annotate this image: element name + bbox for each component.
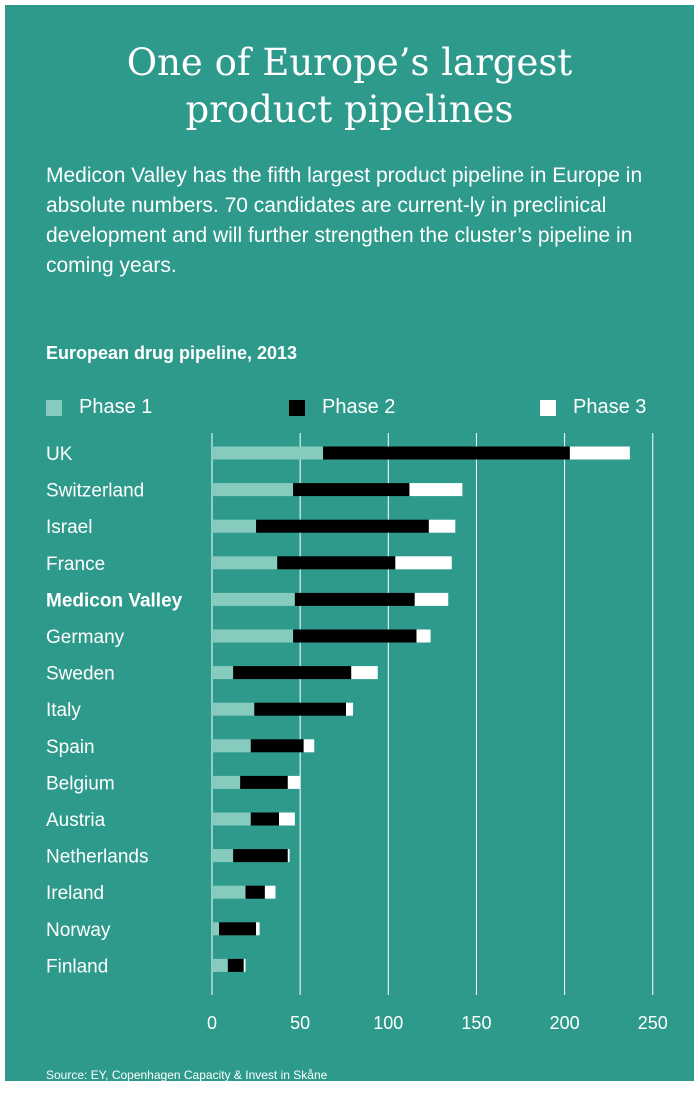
bar-phase-1	[212, 958, 228, 972]
bar-phase-2	[240, 775, 288, 789]
bar-phase-1	[212, 483, 294, 497]
x-tick-label: 50	[290, 1013, 310, 1033]
x-tick-label: 150	[461, 1013, 491, 1033]
category-label: Italy	[46, 700, 81, 721]
bar-phase-3	[351, 666, 378, 680]
legend-swatch-phase-1	[46, 400, 62, 416]
bar-phase-1	[212, 885, 246, 899]
bar-phase-2	[219, 922, 257, 936]
category-label: Sweden	[46, 664, 115, 685]
bar-phase-2	[254, 702, 346, 716]
bar-chart: UK Switzerland Israel France Medicon Valley G…	[46, 433, 668, 1033]
bar-phase-2	[233, 849, 288, 863]
category-label: UK	[46, 444, 73, 465]
bar-phase-1	[212, 556, 278, 570]
bar-phase-3	[278, 812, 295, 826]
bar-phase-3	[395, 556, 452, 570]
bar-phase-3	[287, 849, 290, 863]
bar-phase-1	[212, 592, 295, 606]
bar-phase-2	[250, 812, 279, 826]
title-line-2: product pipelines	[185, 88, 514, 131]
category-label: Finland	[46, 956, 108, 977]
category-label: Medicon Valley	[46, 590, 183, 611]
x-tick-label: 0	[207, 1013, 217, 1033]
bar-phase-1	[212, 922, 220, 936]
bar-phase-3	[569, 446, 630, 460]
infographic-panel: One of Europe’s largest product pipeline…	[5, 5, 694, 1082]
category-label: Belgium	[46, 773, 115, 794]
bar-phase-1	[212, 446, 324, 460]
bar-phase-3	[428, 519, 456, 533]
category-label: Switzerland	[46, 481, 144, 502]
bar-phase-2	[250, 739, 304, 753]
category-label: Israel	[46, 517, 92, 538]
category-label: Norway	[46, 920, 111, 941]
bar-phase-3	[409, 483, 463, 497]
bar-phase-1	[212, 629, 294, 643]
bar-phase-2	[233, 666, 352, 680]
bar-phase-3	[345, 702, 354, 716]
bar-phase-3	[416, 629, 431, 643]
legend-swatch-phase-2	[289, 400, 305, 416]
bar-phase-2	[323, 446, 570, 460]
bar-phase-3	[414, 592, 449, 606]
category-label: Netherlands	[46, 847, 148, 868]
bar-phase-3	[287, 775, 301, 789]
legend-label-phase-2: Phase 2	[322, 396, 396, 418]
x-tick-label: 200	[550, 1013, 580, 1033]
bar-phase-1	[212, 739, 251, 753]
legend-label-phase-1: Phase 1	[79, 396, 153, 418]
bar-phase-1	[212, 775, 241, 789]
bar-phase-2	[227, 958, 244, 972]
bar-phase-1	[212, 666, 234, 680]
category-label: Ireland	[46, 883, 104, 904]
category-label: Spain	[46, 737, 95, 758]
x-tick-label: 250	[638, 1013, 668, 1033]
bar-phase-2	[256, 519, 429, 533]
chart-title: European drug pipeline, 2013	[46, 343, 298, 363]
title-line-1: One of Europe’s largest	[126, 41, 573, 84]
bar-phase-2	[277, 556, 396, 570]
bar-phase-1	[212, 702, 255, 716]
page-title: One of Europe’s largest product pipeline…	[5, 39, 694, 133]
bar-phase-3	[303, 739, 315, 753]
bar-phase-1	[212, 812, 251, 826]
bar-phase-2	[245, 885, 265, 899]
bar-phase-3	[256, 922, 260, 936]
category-label: France	[46, 554, 105, 575]
category-label: Austria	[46, 810, 106, 831]
category-label: Germany	[46, 627, 125, 648]
x-tick-label: 100	[373, 1013, 403, 1033]
legend-label-phase-3: Phase 3	[573, 396, 647, 418]
bar-phase-3	[264, 885, 276, 899]
bar-phase-2	[293, 483, 410, 497]
source-note: Source: EY, Copenhagen Capacity & Invest…	[46, 1068, 328, 1082]
bar-phase-3	[243, 958, 246, 972]
bar-phase-1	[212, 849, 234, 863]
bar-phase-1	[212, 519, 257, 533]
bar-phase-2	[294, 592, 415, 606]
intro-paragraph: Medicon Valley has the fifth largest pro…	[46, 164, 643, 277]
bar-phase-2	[293, 629, 417, 643]
legend-swatch-phase-3	[540, 400, 556, 416]
